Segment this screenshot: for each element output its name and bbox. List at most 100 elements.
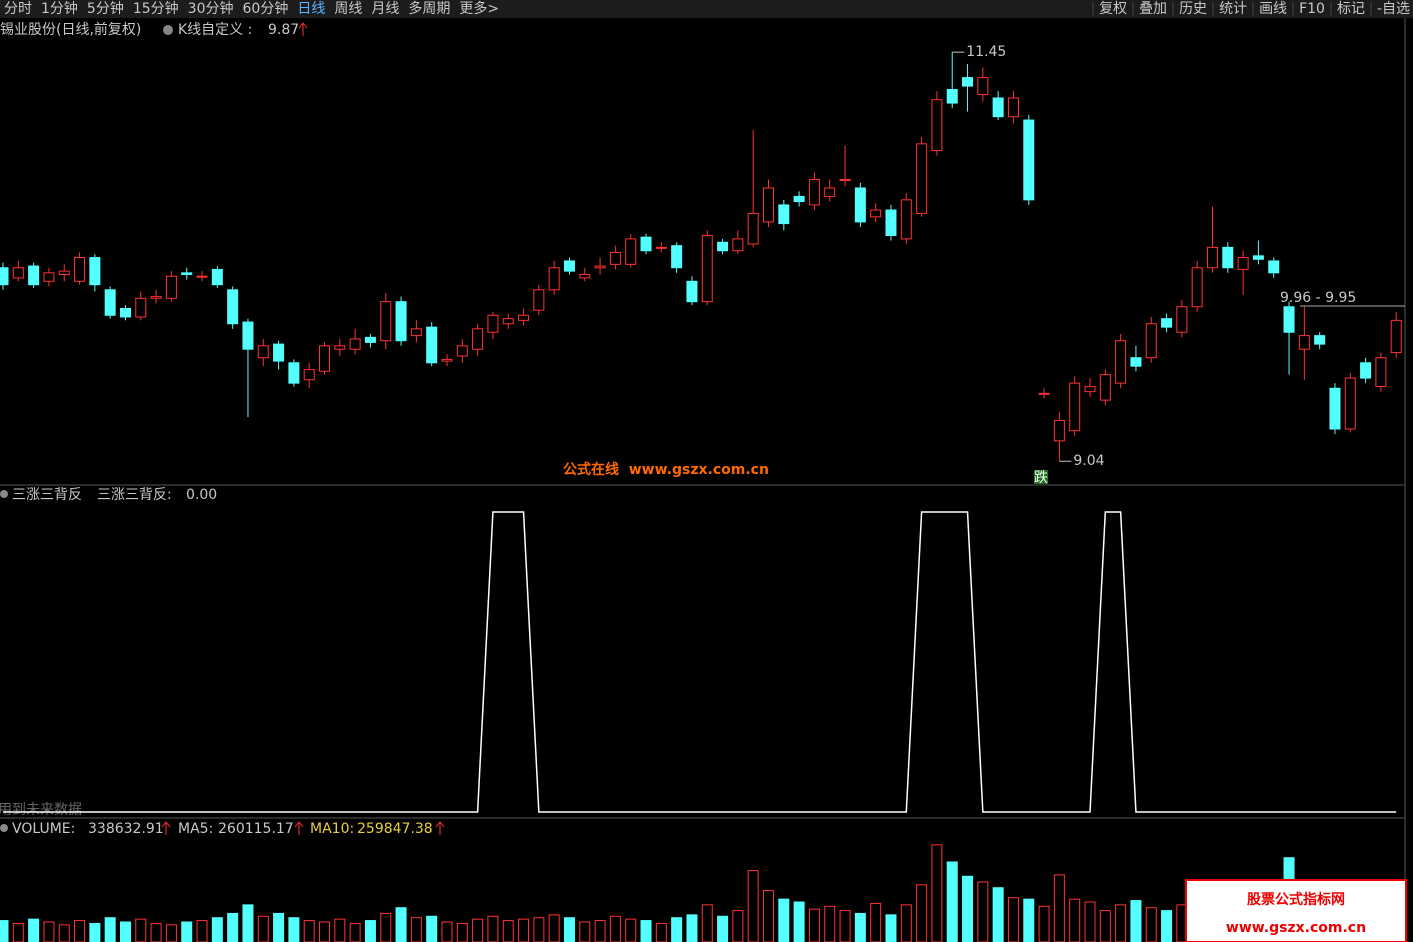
volume-bar — [502, 920, 514, 942]
toolbar-button[interactable]: 15分钟 — [133, 0, 179, 17]
candle-body — [1252, 255, 1264, 260]
candle-body — [977, 77, 989, 96]
candle-body — [502, 318, 514, 325]
volume-bar — [364, 920, 376, 942]
up-arrow — [161, 821, 445, 835]
candle-body — [1007, 97, 1019, 118]
toolbar-button[interactable]: 画线 — [1259, 1, 1287, 17]
toolbar-button[interactable]: 复权 — [1099, 0, 1127, 17]
toolbar-button[interactable]: 叠加 — [1139, 1, 1167, 17]
toolbar-button[interactable]: 1分钟 — [41, 0, 78, 17]
volume-bar — [150, 922, 162, 942]
candle-body — [671, 245, 683, 269]
indicator-title: 三涨三背反 — [12, 487, 82, 503]
volume-bar — [931, 844, 943, 942]
toolbar-bg — [0, 0, 1413, 18]
candle-body — [456, 345, 468, 357]
volume-bar — [1038, 905, 1050, 942]
candle-body — [196, 275, 208, 278]
candle-body — [1206, 246, 1218, 269]
volume-bar — [686, 914, 698, 942]
candle-body — [931, 99, 943, 152]
ma10-value: 259847.38 — [357, 821, 433, 837]
volume-bar — [196, 920, 208, 942]
candle-body — [1069, 382, 1081, 432]
toolbar-button[interactable]: F10 — [1299, 1, 1325, 17]
candle-body — [487, 314, 499, 333]
candle-body — [135, 297, 147, 318]
toolbar-button[interactable]: 日线 — [297, 1, 325, 17]
volume-bar — [717, 915, 729, 942]
candle-body — [1053, 419, 1065, 442]
ma10-label: MA10: — [310, 821, 354, 837]
candle-body — [227, 289, 239, 325]
volume-bar — [977, 881, 989, 942]
volume-bar — [74, 920, 86, 942]
volume-bar — [747, 870, 759, 942]
candle-body — [563, 260, 575, 272]
candle-body — [426, 326, 438, 364]
candle-body — [0, 267, 9, 286]
toolbar-button[interactable]: 30分钟 — [188, 0, 234, 17]
toolbar-button[interactable]: 多周期 — [408, 0, 450, 17]
toggle-icon[interactable] — [163, 25, 173, 35]
toggle-icon[interactable] — [0, 490, 8, 498]
candle-body — [211, 268, 223, 286]
candle-body — [1161, 318, 1173, 328]
volume-bar — [472, 918, 484, 942]
candle-body — [655, 246, 667, 249]
future-data-note: 用到未来数据 — [0, 802, 82, 818]
volume-bar — [257, 915, 269, 942]
indicator-value: 0.00 — [186, 487, 217, 503]
candle-body — [1176, 306, 1188, 333]
candle-body — [288, 362, 300, 384]
candle-body — [303, 369, 315, 381]
volume-bar — [563, 917, 575, 942]
toolbar-button[interactable]: 标记 — [1337, 1, 1365, 17]
candle-body — [410, 328, 422, 337]
candle-body — [1038, 392, 1050, 395]
volume-bar — [395, 907, 407, 942]
candle-body — [58, 270, 70, 276]
candle-body — [165, 275, 177, 299]
volume-bar — [1115, 904, 1127, 942]
candle-body — [686, 280, 698, 303]
toolbar-button[interactable]: 分时 — [4, 1, 32, 17]
watermark: 公式在线 www.gszx.com.cn — [563, 461, 769, 478]
toolbar-button[interactable]: 5分钟 — [87, 0, 124, 17]
low-label: 9.04 — [1073, 453, 1104, 469]
candle-body — [518, 314, 530, 321]
toolbar-button[interactable]: 60分钟 — [243, 0, 289, 17]
candle-body — [717, 241, 729, 252]
toolbar-button[interactable]: 周线 — [334, 1, 362, 17]
volume-bar — [227, 912, 239, 942]
candle-body — [824, 187, 836, 197]
volume-bar — [533, 917, 545, 942]
volume-bar — [854, 912, 866, 942]
candle-body — [1390, 319, 1402, 354]
toolbar-button[interactable]: 更多> — [459, 0, 499, 17]
candle-body — [119, 307, 131, 318]
candle-body — [181, 272, 193, 276]
candle-body — [854, 187, 866, 223]
toolbar-button[interactable]: 统计 — [1219, 1, 1247, 17]
volume-bar — [58, 924, 70, 942]
marks: 11.45 9.04 — [0, 44, 1402, 942]
indicator-value: 9.87 — [268, 22, 299, 38]
toolbar-button[interactable]: 历史 — [1179, 1, 1207, 17]
volume-bar — [793, 901, 805, 942]
candle-body — [916, 143, 928, 214]
volume-bar — [732, 910, 744, 942]
candle-body — [808, 178, 820, 206]
volume-label: VOLUME: — [12, 821, 75, 837]
toolbar-button[interactable]: -自选 — [1377, 1, 1410, 17]
volume-bar — [824, 905, 836, 942]
toolbar-button[interactable]: 月线 — [371, 1, 399, 17]
toggle-icon[interactable] — [0, 824, 8, 832]
candle-body — [257, 345, 269, 359]
volume-bar — [763, 890, 774, 942]
volume-bar — [456, 922, 468, 942]
volume-bar — [992, 887, 1004, 942]
candle-body — [962, 77, 974, 87]
volume-bar — [28, 918, 40, 942]
